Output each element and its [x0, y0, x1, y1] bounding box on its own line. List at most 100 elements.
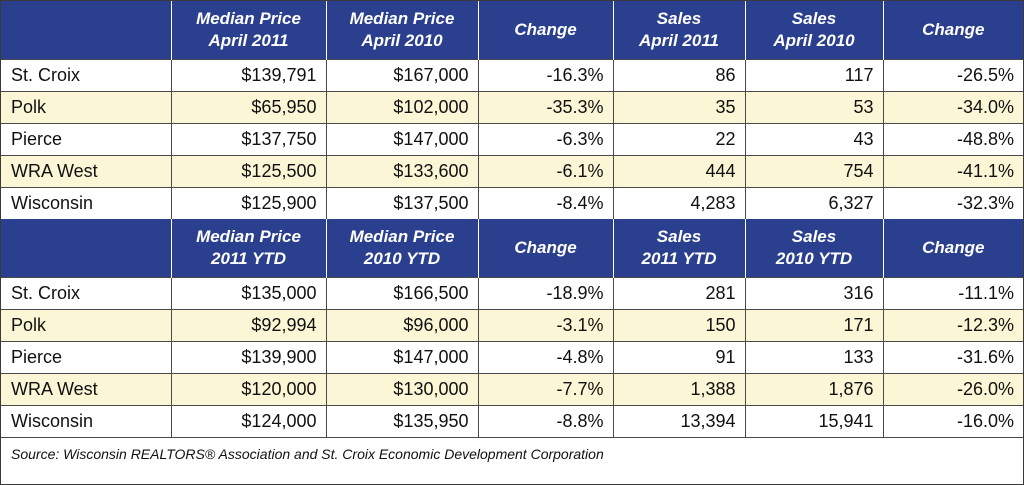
table-body: Median Price April 2011 Median Price April … [1, 1, 1023, 470]
sales-prior-cell: 754 [744, 154, 883, 187]
ytd-column-header-5: Sales 2010 YTD [745, 219, 884, 277]
sales-prior-cell: 316 [744, 276, 883, 309]
median-price-current-cell: $65,950 [170, 90, 326, 123]
april-column-header-4: Sales April 2011 [613, 1, 746, 59]
median-price-current-cell: $125,900 [170, 186, 326, 219]
column-header-line-2: 2010 YTD [775, 248, 853, 268]
area-name-cell: St. Croix [1, 58, 171, 91]
median-price-current-cell: $137,750 [170, 122, 326, 155]
column-header-line-1: Change [514, 237, 577, 257]
column-header-line-1: Sales [656, 8, 702, 28]
sales-prior-cell: 117 [744, 58, 883, 91]
area-name-cell: Polk [1, 90, 171, 123]
column-header-line-2: April 2010 [361, 30, 443, 50]
column-header-line-1: Median Price [349, 8, 455, 28]
april-row-pierce: Pierce $137,750 $147,000 -6.3% 22 43 -48.8% [1, 122, 1023, 155]
median-price-prior-cell: $130,000 [325, 372, 478, 405]
area-name-cell: Wisconsin [1, 404, 171, 437]
sales-current-cell: 35 [612, 90, 745, 123]
price-change-cell: -18.9% [477, 276, 613, 309]
column-header-line-1: Sales [656, 226, 702, 246]
price-change-cell: -4.8% [477, 340, 613, 373]
column-header-line-2: April 2011 [638, 30, 719, 50]
ytd-column-header-3: Change [478, 219, 614, 277]
median-price-prior-cell: $147,000 [325, 340, 478, 373]
source-note: Source: Wisconsin REALTORS® Association … [1, 436, 1023, 470]
ytd-column-header-6: Change [883, 219, 1023, 277]
column-header-line-2: April 2010 [773, 30, 855, 50]
april-column-header-0 [1, 1, 172, 59]
source-row: Source: Wisconsin REALTORS® Association … [1, 436, 1023, 470]
sales-current-cell: 91 [612, 340, 745, 373]
column-header-line-2: April 2011 [208, 30, 289, 50]
sales-current-cell: 444 [612, 154, 745, 187]
column-header-line-1: Change [514, 19, 577, 39]
median-price-current-cell: $124,000 [170, 404, 326, 437]
april-column-header-3: Change [478, 1, 614, 59]
april-column-header-2: Median Price April 2010 [326, 1, 479, 59]
sales-change-cell: -26.0% [882, 372, 1023, 405]
median-price-current-cell: $120,000 [170, 372, 326, 405]
ytd-row-wra-west: WRA West $120,000 $130,000 -7.7% 1,388 1,876-… [1, 372, 1023, 405]
column-header-line-1: Median Price [196, 8, 301, 28]
sales-prior-cell: 15,941 [744, 404, 883, 437]
sales-change-cell: -34.0% [882, 90, 1023, 123]
housing-stats-table: Median Price April 2011 Median Price April … [1, 1, 1023, 470]
ytd-column-header-4: Sales 2011 YTD [613, 219, 746, 277]
ytd-column-header-1: Median Price 2011 YTD [171, 219, 327, 277]
april-header-row: Median Price April 2011 Median Price April … [1, 1, 1023, 59]
sales-current-cell: 150 [612, 308, 745, 341]
area-name-cell: WRA West [1, 372, 171, 405]
column-header-line-1: Median Price [349, 226, 455, 246]
price-change-cell: -8.4% [477, 186, 613, 219]
ytd-row-wisconsin: Wisconsin $124,000 $135,950 -8.8% 13,394 15,9… [1, 404, 1023, 437]
price-change-cell: -3.1% [477, 308, 613, 341]
area-name-cell: Wisconsin [1, 186, 171, 219]
sales-current-cell: 1,388 [612, 372, 745, 405]
column-header-line-1: Change [922, 19, 985, 39]
column-header-line-1: Sales [791, 8, 837, 28]
median-price-current-cell: $135,000 [170, 276, 326, 309]
median-price-prior-cell: $166,500 [325, 276, 478, 309]
ytd-row-st-croix: St. Croix $135,000 $166,500 -18.9% 281 316 -11… [1, 276, 1023, 309]
sales-prior-cell: 1,876 [744, 372, 883, 405]
ytd-row-polk: Polk $92,994 $96,000 -3.1% 150 171 -12.3% [1, 308, 1023, 341]
price-change-cell: -6.1% [477, 154, 613, 187]
median-price-prior-cell: $135,950 [325, 404, 478, 437]
april-column-header-1: Median Price April 2011 [171, 1, 327, 59]
price-change-cell: -7.7% [477, 372, 613, 405]
column-header-line-1: Median Price [196, 226, 301, 246]
median-price-prior-cell: $102,000 [325, 90, 478, 123]
sales-change-cell: -41.1% [882, 154, 1023, 187]
median-price-current-cell: $92,994 [170, 308, 326, 341]
ytd-header-row: Median Price 2011 YTD Median Price 2010 YTD… [1, 219, 1023, 277]
area-name-cell: Pierce [1, 340, 171, 373]
sales-change-cell: -32.3% [882, 186, 1023, 219]
sales-current-cell: 86 [612, 58, 745, 91]
sales-current-cell: 4,283 [612, 186, 745, 219]
median-price-prior-cell: $133,600 [325, 154, 478, 187]
sales-current-cell: 22 [612, 122, 745, 155]
sales-prior-cell: 171 [744, 308, 883, 341]
price-change-cell: -8.8% [477, 404, 613, 437]
sales-prior-cell: 133 [744, 340, 883, 373]
sales-change-cell: -26.5% [882, 58, 1023, 91]
column-header-line-2: 2011 YTD [641, 248, 717, 268]
area-name-cell: WRA West [1, 154, 171, 187]
sales-prior-cell: 53 [744, 90, 883, 123]
median-price-prior-cell: $167,000 [325, 58, 478, 91]
median-price-prior-cell: $96,000 [325, 308, 478, 341]
sales-change-cell: -16.0% [882, 404, 1023, 437]
ytd-column-header-2: Median Price 2010 YTD [326, 219, 479, 277]
price-change-cell: -35.3% [477, 90, 613, 123]
sales-prior-cell: 6,327 [744, 186, 883, 219]
april-row-wisconsin: Wisconsin $125,900 $137,500 -8.4% 4,283 6,327… [1, 186, 1023, 219]
april-row-polk: Polk $65,950 $102,000 -35.3% 35 53 -34.0% [1, 90, 1023, 123]
sales-change-cell: -48.8% [882, 122, 1023, 155]
sales-prior-cell: 43 [744, 122, 883, 155]
sales-change-cell: -31.6% [882, 340, 1023, 373]
april-column-header-6: Change [883, 1, 1023, 59]
median-price-prior-cell: $147,000 [325, 122, 478, 155]
ytd-column-header-0 [1, 219, 172, 277]
